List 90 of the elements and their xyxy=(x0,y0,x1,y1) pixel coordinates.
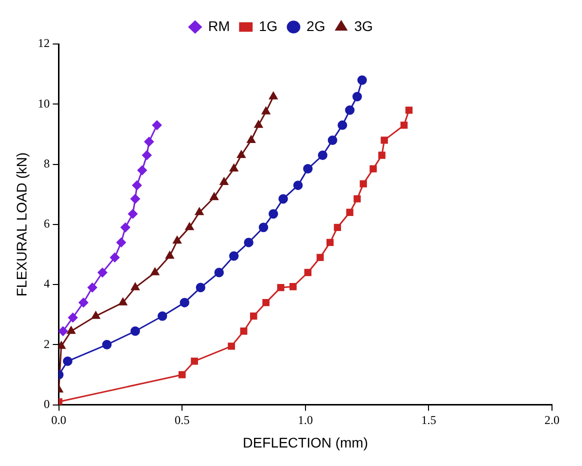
point xyxy=(228,342,235,350)
legend-label: 2G xyxy=(306,18,326,34)
point xyxy=(66,326,76,334)
point xyxy=(316,254,324,262)
point xyxy=(98,268,108,278)
x-tick-label: 2.0 xyxy=(544,413,560,428)
point xyxy=(102,340,112,350)
point xyxy=(303,164,313,174)
point xyxy=(120,222,130,232)
point xyxy=(220,178,228,186)
point xyxy=(304,268,312,276)
y-tick-label: 10 xyxy=(38,96,50,110)
point xyxy=(250,312,258,320)
x-tick-label: 0.0 xyxy=(51,413,66,428)
legend-label: RM xyxy=(208,18,230,34)
point xyxy=(278,194,288,204)
point xyxy=(180,298,190,308)
point xyxy=(58,326,68,336)
point xyxy=(185,222,194,230)
point xyxy=(196,282,206,292)
point xyxy=(334,224,342,231)
point xyxy=(92,311,100,319)
y-axis-title: FLEXURAL LOAD (kN) xyxy=(13,152,30,296)
point xyxy=(229,251,239,261)
x-tick-label: 0.5 xyxy=(174,413,190,428)
point xyxy=(378,152,386,159)
point xyxy=(400,122,408,129)
point xyxy=(214,268,224,278)
point xyxy=(338,120,348,130)
point xyxy=(166,251,174,259)
point xyxy=(230,164,238,172)
y-tick-label: 8 xyxy=(44,156,50,170)
legend-label: 3G xyxy=(354,18,373,34)
point xyxy=(254,120,263,128)
point xyxy=(269,92,278,100)
point xyxy=(62,356,72,366)
point xyxy=(380,136,388,144)
point xyxy=(152,120,162,130)
point xyxy=(258,222,268,232)
point xyxy=(318,150,328,160)
point xyxy=(360,180,367,188)
point xyxy=(262,298,270,306)
point xyxy=(405,106,413,114)
point xyxy=(78,298,88,308)
point xyxy=(118,298,128,306)
point xyxy=(328,135,338,145)
point xyxy=(293,180,303,190)
point xyxy=(354,195,361,202)
point xyxy=(277,284,284,292)
y-tick-label: 12 xyxy=(38,36,50,50)
point xyxy=(345,105,355,115)
point xyxy=(195,208,204,216)
point xyxy=(289,283,297,290)
y-tick-label: 2 xyxy=(44,336,50,351)
point xyxy=(116,238,126,248)
point xyxy=(357,75,367,85)
point xyxy=(326,238,334,246)
point xyxy=(172,236,182,244)
legend-label: 1G xyxy=(258,18,278,34)
point xyxy=(370,165,377,172)
point xyxy=(190,358,198,365)
point xyxy=(137,166,147,176)
point xyxy=(237,150,246,158)
point xyxy=(128,209,138,219)
x-tick-label: 1.5 xyxy=(421,413,436,428)
point xyxy=(240,328,248,335)
point xyxy=(130,194,140,204)
point xyxy=(68,312,78,322)
point xyxy=(178,371,186,378)
point xyxy=(244,238,254,248)
y-tick-label: 0 xyxy=(44,396,50,411)
y-tick-label: 4 xyxy=(44,276,50,291)
point xyxy=(142,150,152,160)
point xyxy=(352,92,362,102)
point xyxy=(158,311,168,321)
point xyxy=(110,252,120,262)
point xyxy=(210,192,218,200)
point xyxy=(246,135,256,143)
point xyxy=(268,209,278,219)
point xyxy=(150,268,160,276)
point xyxy=(132,180,142,190)
x-tick-label: 1.0 xyxy=(298,413,313,428)
point xyxy=(262,106,270,114)
point xyxy=(88,282,98,292)
x-axis-title: DEFLECTION (mm) xyxy=(242,434,368,450)
y-tick-label: 6 xyxy=(44,216,50,231)
point xyxy=(346,208,354,216)
point xyxy=(131,282,140,290)
point xyxy=(130,326,140,336)
point xyxy=(144,136,154,146)
